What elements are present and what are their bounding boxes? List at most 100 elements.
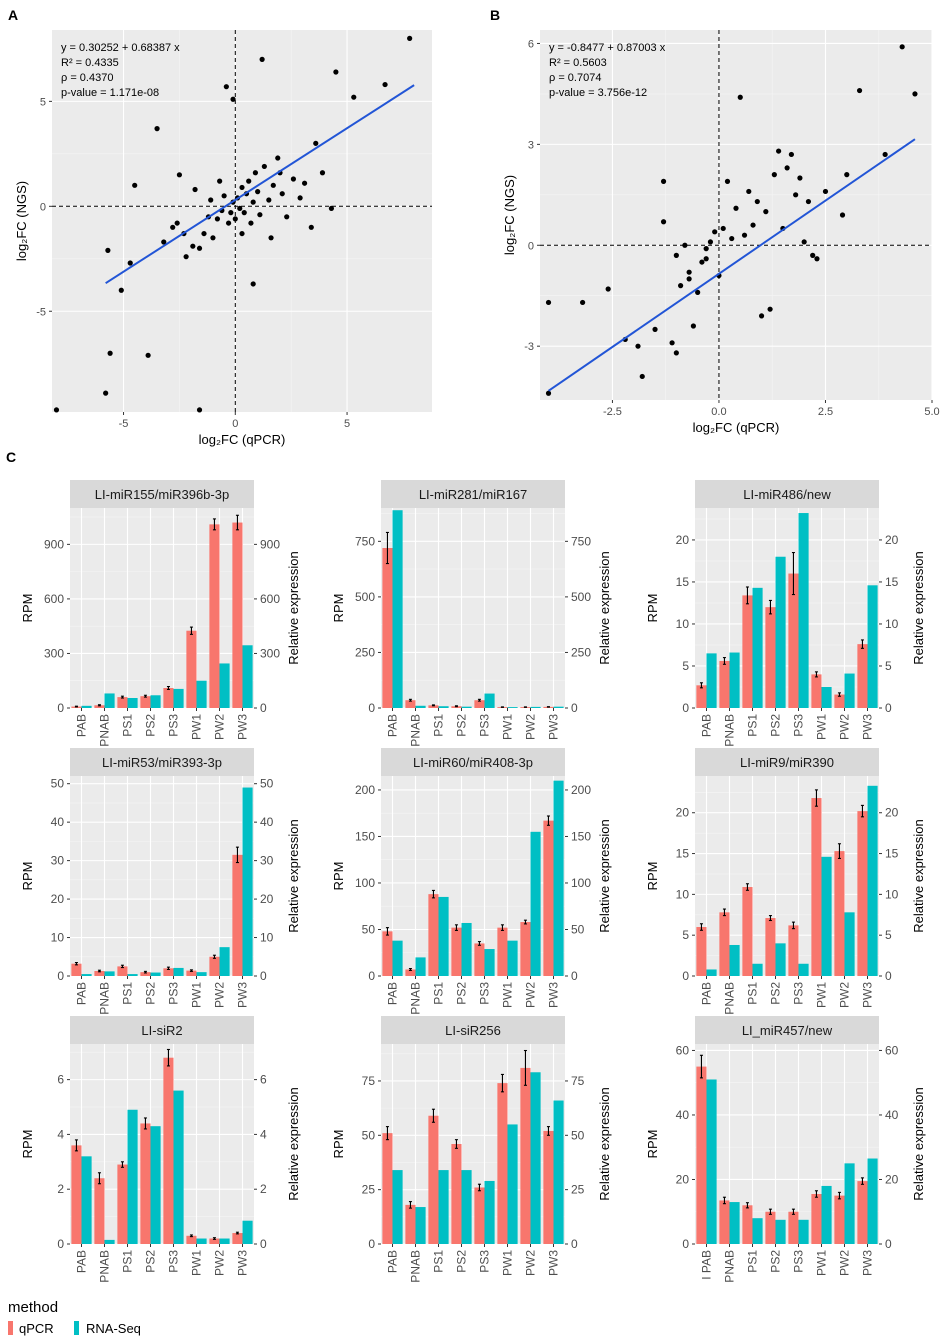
data-point: [176, 172, 183, 178]
legend-key-rnaseq: [74, 1321, 79, 1335]
data-point: [248, 220, 254, 226]
facet-title: LI-miR486/new: [743, 487, 831, 502]
facet-title: LI-siR2: [141, 1023, 182, 1038]
data-point: [635, 343, 641, 349]
data-point: [333, 69, 339, 75]
bar-qpcr: [94, 705, 105, 708]
x-tick-label: PNAB: [98, 714, 112, 747]
facet-strip: [381, 748, 565, 776]
bar-panel-c5: LI-miR60/miR408-3p 0 0 50 50 100 100 150 150 200 2…: [331, 748, 612, 1015]
data-point: [771, 172, 777, 178]
x-tick-label: PW2: [213, 1250, 227, 1276]
bar-rnaseq: [127, 1109, 138, 1244]
legend-key-qpcr: [8, 1321, 13, 1335]
x-tick-label: PW1: [190, 714, 204, 740]
x-tick-label: PS3: [478, 1250, 492, 1273]
y-axis-title-right: Relative expression: [597, 1087, 612, 1200]
bar-rnaseq: [775, 556, 786, 708]
data-point: [673, 350, 679, 356]
bar-qpcr: [696, 927, 707, 976]
y-axis-title-right: Relative expression: [286, 1087, 301, 1200]
bar-rnaseq: [752, 587, 763, 708]
data-point: [201, 230, 207, 237]
data-point: [261, 163, 267, 170]
stats-annotation: p-value = 1.171e-08: [61, 87, 159, 99]
bar-qpcr: [71, 1145, 82, 1244]
x-tick-label: PS1: [746, 1250, 760, 1273]
data-point: [252, 170, 259, 176]
y-tick-label-left: 40: [51, 815, 65, 829]
x-tick-label: PS3: [478, 714, 492, 737]
x-tick-label: -5: [119, 418, 129, 430]
x-tick-label: PS2: [144, 982, 158, 1005]
y-axis-title-left: RPM: [20, 594, 35, 623]
y-tick-label-left: 20: [676, 533, 690, 547]
bar-rnaseq: [196, 1238, 207, 1244]
x-tick-label: PAB: [386, 982, 400, 1005]
data-point: [239, 230, 245, 237]
bar-qpcr: [857, 1181, 868, 1244]
data-point: [170, 224, 176, 230]
data-point: [801, 239, 807, 245]
data-point: [192, 186, 198, 193]
bar-qpcr: [543, 820, 554, 976]
y-tick-label-left: 60: [676, 1043, 690, 1057]
x-tick-label: PS2: [769, 982, 783, 1005]
y-tick-label-left: 0: [682, 1237, 689, 1251]
bar-qpcr: [742, 887, 753, 976]
data-point: [686, 269, 692, 275]
bar-qpcr: [71, 963, 82, 976]
bar-rnaseq: [415, 705, 426, 708]
y-tick-label-right: 5: [885, 928, 892, 942]
data-point: [127, 260, 133, 266]
bar-qpcr: [186, 630, 197, 708]
bar-panel-c4: LI-miR53/miR393-3p 0 0 10 10 20 20 30 30 40 40 50 50…: [20, 748, 301, 1015]
data-point: [682, 242, 688, 248]
y-tick-label-right: 0: [571, 969, 578, 983]
bar-rnaseq: [706, 653, 717, 708]
y-tick-label-left: 200: [355, 783, 375, 797]
x-tick-label: PW3: [861, 714, 875, 740]
bar-rnaseq: [553, 706, 564, 708]
y-tick-label-right: 20: [885, 533, 899, 547]
y-tick-label-right: 60: [885, 1043, 899, 1057]
data-point: [856, 87, 863, 94]
bar-qpcr: [186, 970, 197, 976]
x-tick-label: 5: [344, 418, 350, 430]
y-tick-label-right: 0: [885, 969, 892, 983]
x-tick-label: PW3: [236, 1250, 250, 1276]
data-point: [270, 182, 276, 188]
bar-rnaseq: [507, 707, 518, 708]
y-tick-label-left: 0: [682, 701, 689, 715]
bar-qpcr: [94, 1178, 105, 1244]
bar-panel-c8: LI-siR256 0 0 25 25 50 50 75 75 PAB PNAB PS1 PS2 PS3 P…: [331, 1016, 612, 1283]
y-tick-label-right: 50: [571, 922, 585, 936]
x-tick-label: PS1: [121, 714, 135, 737]
bar-qpcr: [117, 966, 128, 976]
y-axis-title-left: RPM: [331, 594, 346, 623]
bar-qpcr: [232, 522, 243, 708]
bar-rnaseq: [821, 1185, 832, 1244]
y-tick-label-right: 0: [571, 1237, 578, 1251]
y-axis-title-right: Relative expression: [286, 551, 301, 664]
x-tick-label: PW2: [213, 982, 227, 1008]
data-point: [297, 195, 303, 201]
x-tick-label: I PAB: [700, 1250, 714, 1280]
bar-qpcr: [696, 685, 707, 708]
y-tick-label-right: 200: [571, 783, 591, 797]
y-tick-label-right: 40: [260, 815, 274, 829]
x-tick-label: PW3: [861, 982, 875, 1008]
bar-rnaseq: [507, 1124, 518, 1244]
y-axis-title: log₂FC (NGS): [502, 175, 517, 255]
bar-qpcr: [140, 1123, 151, 1244]
x-tick-label: PS2: [144, 714, 158, 737]
stats-annotation: p-value = 3.756e-12: [549, 87, 647, 99]
x-axis-title: log₂FC (qPCR): [693, 420, 780, 435]
data-point: [703, 256, 709, 262]
y-tick-label: 5: [40, 96, 46, 108]
bar-rnaseq: [798, 1219, 809, 1244]
x-tick-label: PNAB: [723, 714, 737, 747]
x-tick-label: PAB: [386, 714, 400, 737]
x-tick-label: PW2: [838, 982, 852, 1008]
x-tick-label: PS2: [144, 1250, 158, 1273]
